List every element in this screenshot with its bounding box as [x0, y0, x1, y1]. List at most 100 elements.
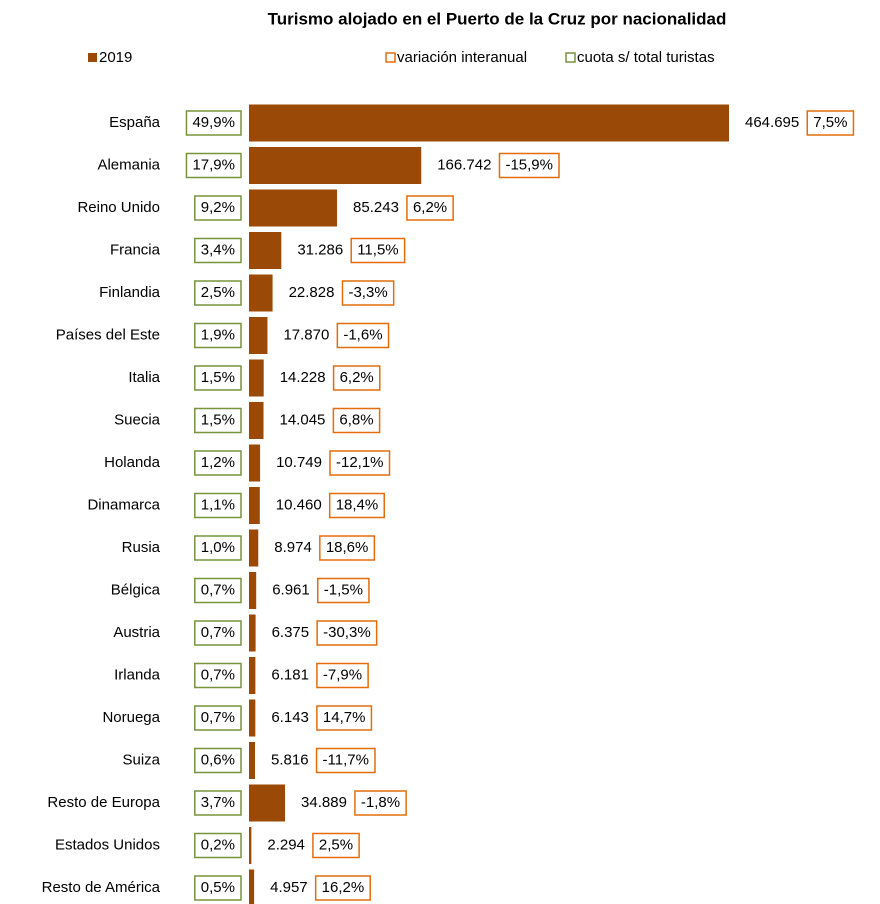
- legend-swatch: [88, 53, 97, 62]
- category-label: Italia: [128, 369, 160, 386]
- variation-box: [328, 492, 385, 519]
- bar: [249, 232, 282, 269]
- chart-title: Turismo alojado en el Puerto de la Cruz …: [268, 9, 727, 28]
- share-label: 1,9%: [201, 326, 235, 343]
- variation-label: 6,2%: [413, 199, 447, 216]
- value-label: 4.957: [270, 879, 308, 896]
- variation-box: [406, 195, 454, 221]
- bar: [249, 274, 273, 312]
- value-label: 6.181: [271, 666, 309, 683]
- bar: [249, 614, 256, 652]
- bar: [249, 317, 268, 354]
- variation-label: -12,1%: [336, 454, 384, 471]
- share-label: 0,7%: [201, 624, 235, 641]
- variation-box: [350, 237, 406, 264]
- share-box: [194, 790, 242, 816]
- value-label: 34.889: [301, 794, 347, 811]
- variation-label: 7,5%: [813, 114, 847, 131]
- category-label: Holanda: [104, 454, 161, 471]
- share-box: [194, 407, 242, 434]
- share-box: [194, 195, 242, 221]
- share-label: 2,5%: [201, 284, 235, 301]
- share-box: [194, 535, 242, 561]
- category-label: Reino Unido: [77, 199, 160, 216]
- category-label: España: [109, 114, 161, 131]
- variation-box: [336, 322, 390, 349]
- share-box: [185, 110, 242, 136]
- share-label: 0,7%: [201, 666, 235, 683]
- share-label: 17,9%: [192, 156, 235, 173]
- category-label: Suecia: [114, 411, 161, 428]
- share-box: [194, 280, 242, 306]
- category-label: Suiza: [122, 751, 160, 768]
- bar: [249, 444, 261, 482]
- variation-label: 14,7%: [323, 709, 366, 726]
- bar: [249, 572, 257, 609]
- category-label: Austria: [113, 624, 160, 641]
- variation-box: [354, 790, 407, 816]
- variation-label: -30,3%: [323, 624, 371, 641]
- variation-label: -15,9%: [505, 156, 553, 173]
- category-label: Rusia: [122, 539, 161, 556]
- bar: [249, 869, 255, 904]
- value-label: 17.870: [283, 326, 329, 343]
- bar: [249, 742, 256, 779]
- value-label: 6.143: [271, 709, 309, 726]
- variation-box: [316, 620, 378, 646]
- variation-box: [312, 832, 360, 859]
- bar: [249, 529, 259, 567]
- share-label: 1,5%: [201, 369, 235, 386]
- bar: [249, 784, 286, 822]
- variation-label: -3,3%: [348, 284, 387, 301]
- share-label: 1,1%: [201, 496, 235, 513]
- variation-box: [806, 110, 855, 136]
- share-box: [194, 365, 242, 391]
- share-label: 9,2%: [201, 199, 235, 216]
- bar: [249, 359, 264, 397]
- variation-box: [329, 450, 391, 476]
- value-label: 14.045: [280, 411, 326, 428]
- variation-label: -1,6%: [343, 326, 382, 343]
- variation-box: [315, 747, 376, 774]
- bar: [249, 487, 260, 524]
- legend-swatch: [565, 52, 576, 63]
- share-box: [194, 705, 242, 731]
- value-label: 22.828: [289, 284, 335, 301]
- variation-label: -1,8%: [361, 794, 400, 811]
- bar: [249, 104, 729, 142]
- share-label: 49,9%: [192, 114, 235, 131]
- category-label: Dinamarca: [87, 496, 160, 513]
- share-label: 0,7%: [201, 709, 235, 726]
- variation-label: -11,7%: [323, 751, 369, 768]
- value-label: 8.974: [274, 539, 312, 556]
- share-box: [194, 577, 242, 604]
- value-label: 14.228: [280, 369, 326, 386]
- share-box: [194, 747, 242, 774]
- legend-label: 2019: [99, 49, 132, 66]
- share-box: [194, 832, 242, 859]
- variation-label: 2,5%: [319, 836, 353, 853]
- bar: [249, 189, 338, 227]
- variation-label: 18,4%: [336, 496, 379, 513]
- category-label: Resto de América: [42, 879, 161, 896]
- legend-swatch: [385, 52, 396, 63]
- share-box: [194, 620, 242, 646]
- legend-label: variación interanual: [397, 49, 527, 66]
- share-box: [194, 237, 242, 264]
- variation-label: 11,5%: [357, 241, 398, 258]
- bar: [249, 699, 256, 737]
- share-box: [194, 662, 242, 689]
- variation-box: [316, 662, 369, 689]
- variation-label: -1,5%: [324, 581, 363, 598]
- value-label: 166.742: [437, 156, 491, 173]
- bar: [249, 147, 422, 184]
- share-label: 1,2%: [201, 454, 235, 471]
- share-box: [194, 322, 242, 349]
- variation-box: [316, 577, 370, 604]
- value-label: 10.460: [276, 496, 322, 513]
- share-box: [185, 152, 242, 179]
- variation-label: 6,8%: [339, 411, 373, 428]
- category-label: Resto de Europa: [47, 794, 160, 811]
- category-label: Bélgica: [111, 581, 161, 598]
